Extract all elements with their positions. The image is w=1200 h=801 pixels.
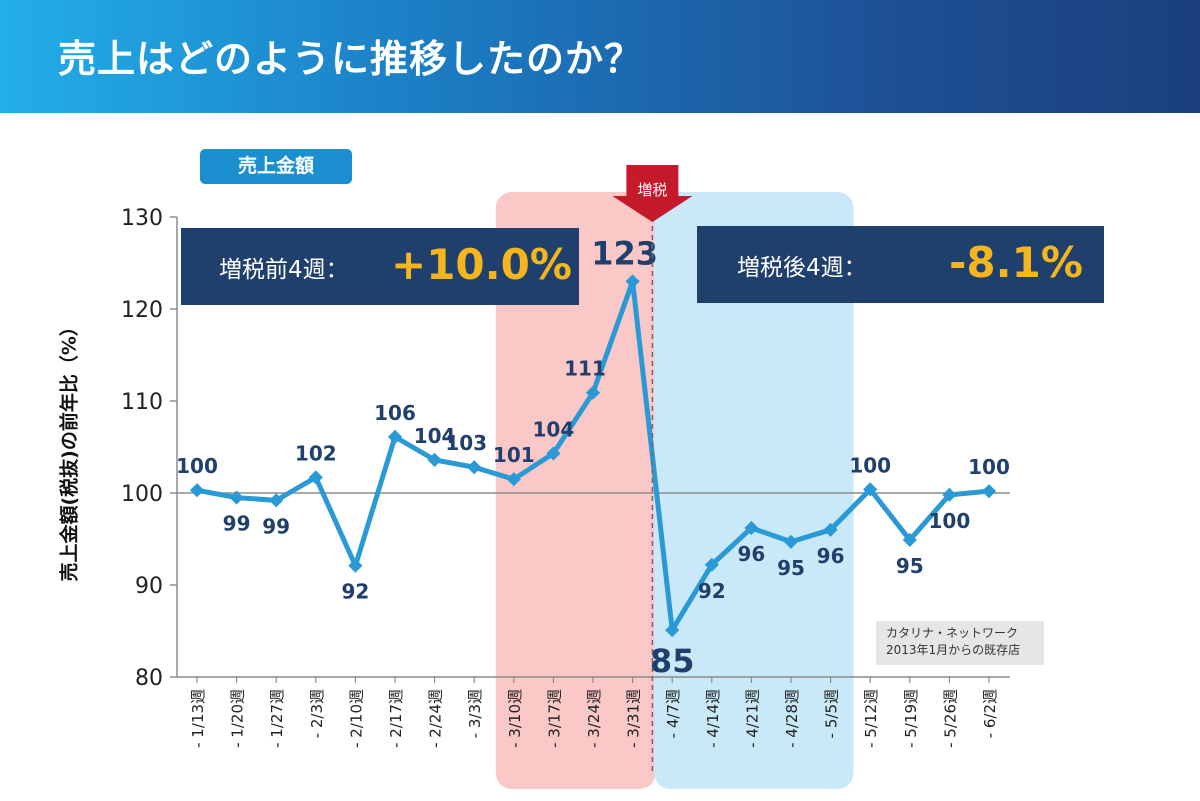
data-label: 100 [968, 455, 1010, 479]
highlight-band-before [495, 192, 656, 789]
data-point [704, 557, 719, 572]
tax-increase-label: 増税 [637, 181, 667, 199]
data-label: 111 [564, 357, 606, 381]
data-label: 92 [341, 580, 369, 604]
x-tick-label: - 4/21週 [743, 689, 761, 748]
data-point [585, 385, 601, 400]
x-tick-label: - 5/19週 [902, 689, 920, 748]
data-point [506, 472, 521, 487]
summary-after-box: 増税後4週： -8.1% [697, 226, 1104, 303]
data-label: 99 [223, 512, 251, 536]
data-label: 96 [737, 542, 765, 566]
highlight-band-after [654, 192, 854, 789]
data-point [823, 522, 838, 537]
x-tick-label: - 2/3週 [308, 689, 326, 738]
source-line-2: 2013年1月からの既存店 [886, 643, 1021, 657]
data-point [665, 623, 680, 638]
summary-before-label: 増税前4週： [219, 257, 349, 283]
data-point [744, 520, 759, 536]
x-tick-label: - 2/10週 [347, 689, 365, 748]
data-label: 100 [849, 453, 891, 477]
x-tick-label: - 2/24週 [427, 689, 445, 748]
summary-after-value: -8.1% [949, 238, 1083, 287]
x-tick-label: - 4/28週 [783, 689, 801, 748]
summary-before-value: +10.0% [391, 240, 572, 289]
summary-after-label: 増税後4週： [737, 255, 867, 281]
y-tick-label: 110 [121, 390, 163, 415]
data-label: 102 [295, 441, 337, 465]
data-label: 104 [533, 417, 575, 441]
data-point [902, 532, 917, 547]
y-tick-label: 80 [135, 666, 163, 691]
data-label: 85 [650, 642, 695, 680]
x-tick-label: - 5/12週 [862, 689, 880, 748]
data-label: 92 [698, 579, 726, 603]
data-label: 95 [896, 554, 924, 578]
data-point [863, 482, 878, 497]
data-label: 100 [176, 454, 218, 478]
y-tick-label: 120 [121, 298, 163, 323]
data-point [942, 487, 957, 502]
x-tick-label: - 3/10週 [506, 689, 524, 748]
data-label: 103 [445, 431, 487, 455]
y-axis-title: 売上金額(税抜)の前年比（%） [58, 317, 81, 582]
x-tick-label: - 3/3週 [466, 689, 484, 738]
data-point [467, 460, 482, 475]
data-label: 96 [817, 544, 845, 568]
data-label: 123 [591, 234, 658, 272]
x-tick-label: - 6/2週 [981, 689, 999, 738]
data-label: 99 [262, 514, 290, 538]
summary-before-box: 増税前4週： +10.0% [181, 228, 579, 305]
x-tick-label: - 3/17週 [545, 689, 563, 748]
header-bar: 売上はどのように推移したのか？ [0, 0, 1200, 113]
x-tick-label: - 3/31週 [625, 689, 643, 748]
y-tick-label: 100 [121, 482, 163, 507]
data-point [546, 446, 561, 461]
data-point [189, 483, 205, 498]
y-tick-label: 90 [135, 574, 163, 599]
data-point [783, 534, 799, 549]
data-point [387, 429, 403, 444]
x-tick-label: - 2/17週 [387, 689, 405, 748]
data-label: 100 [929, 509, 971, 533]
x-tick-label: - 1/13週 [189, 689, 207, 748]
x-tick-label: - 4/7週 [664, 689, 682, 738]
x-tick-label: - 1/27週 [268, 689, 286, 748]
data-point [269, 493, 284, 508]
sales-amount-badge: 売上金額 [200, 149, 352, 184]
data-point [625, 274, 640, 289]
data-label: 95 [777, 556, 805, 580]
data-point [308, 470, 323, 485]
data-point [229, 490, 244, 505]
data-label: 106 [374, 401, 416, 425]
data-label: 104 [414, 424, 456, 448]
x-tick-label: - 3/24週 [585, 689, 603, 748]
tax-increase-arrow-icon [612, 165, 693, 222]
x-tick-label: - 1/20週 [229, 689, 247, 748]
y-tick-label: 130 [121, 206, 163, 231]
x-tick-label: - 4/14週 [704, 689, 722, 748]
page-title: 売上はどのように推移したのか？ [58, 37, 644, 81]
data-point [981, 484, 997, 499]
source-note: カタリナ・ネットワーク 2013年1月からの既存店 [876, 621, 1044, 665]
data-label: 101 [493, 443, 535, 467]
data-point [348, 558, 363, 573]
data-point [427, 452, 442, 467]
source-line-1: カタリナ・ネットワーク [886, 626, 1019, 640]
x-tick-label: - 5/26週 [941, 689, 959, 748]
x-tick-label: - 5/5週 [823, 689, 841, 738]
